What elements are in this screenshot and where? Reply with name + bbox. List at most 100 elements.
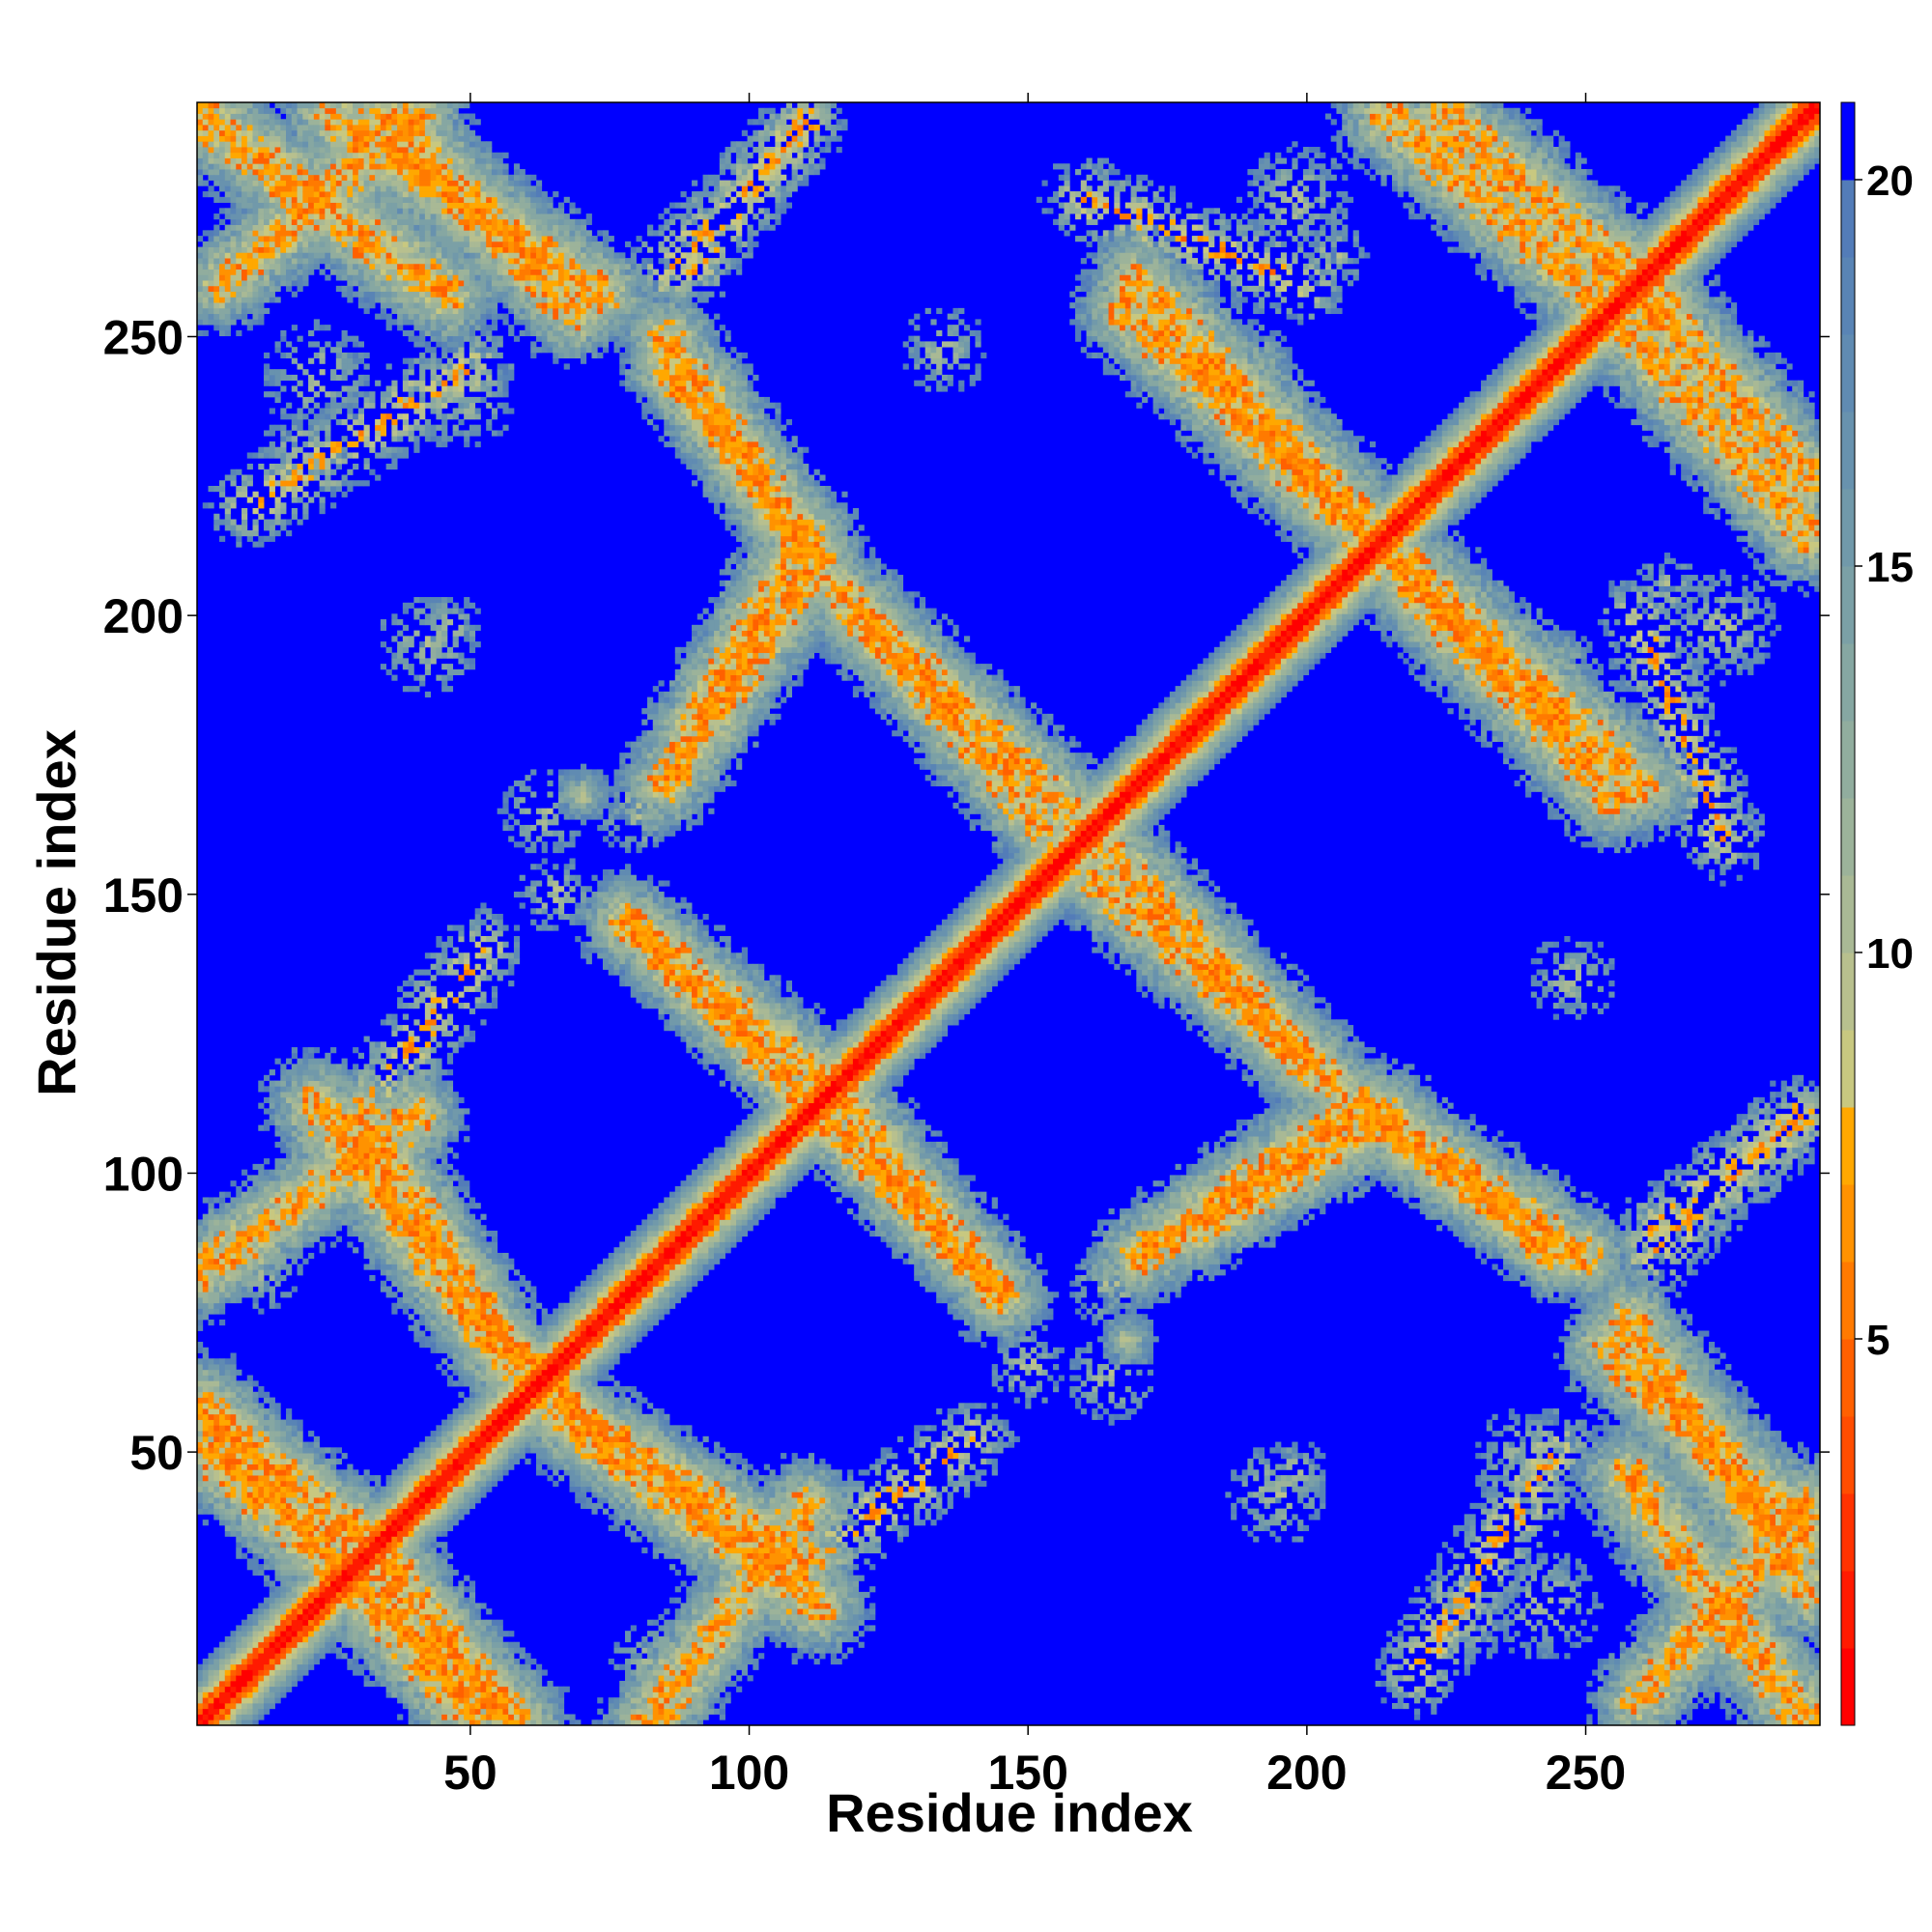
heatmap-cell [408, 1141, 414, 1149]
heatmap-cell [264, 1169, 270, 1176]
heatmap-cell [408, 1669, 414, 1676]
heatmap-cell [319, 1069, 326, 1076]
heatmap-cell [357, 302, 364, 309]
heatmap-cell [413, 1330, 420, 1337]
heatmap-cell [202, 119, 209, 126]
heatmap-cell [286, 402, 293, 409]
heatmap-cell [280, 147, 287, 154]
heatmap-cell [319, 1219, 326, 1226]
heatmap-cell [264, 380, 270, 386]
heatmap-cell [380, 1147, 387, 1153]
heatmap-cell [230, 291, 237, 298]
heatmap-cell [230, 102, 237, 109]
heatmap-cell [408, 1236, 414, 1242]
heatmap-cell [369, 1653, 376, 1660]
heatmap-cell [302, 1191, 309, 1198]
heatmap-cell [219, 1191, 226, 1198]
heatmap-cell [391, 208, 398, 214]
heatmap-cell [330, 246, 337, 253]
heatmap-cell [219, 1225, 226, 1232]
heatmap-cell [208, 1413, 214, 1420]
heatmap-cell [369, 1514, 376, 1520]
heatmap-cell [335, 1530, 342, 1537]
heatmap-cell [291, 1514, 298, 1520]
heatmap-cell [291, 1213, 298, 1220]
heatmap-cell [230, 502, 237, 509]
heatmap-cell [286, 1625, 293, 1632]
heatmap-cell [313, 1524, 320, 1532]
heatmap-cell [375, 1536, 382, 1543]
heatmap-cell [274, 480, 281, 487]
heatmap-cell [236, 1296, 242, 1304]
heatmap-cell [402, 297, 410, 303]
heatmap-cell [197, 1369, 204, 1376]
heatmap-cell [246, 1458, 253, 1464]
heatmap-cell [330, 1524, 337, 1532]
heatmap-cell [313, 469, 320, 475]
heatmap-cell [236, 285, 242, 293]
heatmap-cell [375, 436, 382, 442]
heatmap-cell [353, 196, 359, 203]
heatmap-cell [397, 107, 404, 114]
heatmap-cell [302, 458, 309, 465]
heatmap-cell [402, 125, 410, 131]
heatmap-cell [347, 1575, 354, 1581]
heatmap-cell [380, 1486, 387, 1492]
heatmap-cell [230, 1669, 237, 1676]
heatmap-cell [391, 1191, 398, 1198]
heatmap-cell [252, 1292, 259, 1298]
heatmap-cell [313, 185, 320, 192]
heatmap-cell [397, 280, 404, 287]
heatmap-cell [357, 1136, 364, 1143]
heatmap-cell [347, 1586, 354, 1593]
heatmap-cell [402, 452, 410, 459]
heatmap-cell [236, 102, 242, 109]
heatmap-cell [319, 1096, 326, 1104]
heatmap-cell [353, 1530, 359, 1537]
heatmap-cell [353, 1586, 359, 1593]
heatmap-cell [236, 1386, 242, 1393]
heatmap-cell [413, 1492, 420, 1498]
heatmap-cell [286, 436, 293, 442]
heatmap-cell [363, 297, 370, 303]
heatmap-cell [264, 1508, 270, 1515]
heatmap-cell [319, 1458, 326, 1464]
heatmap-cell [363, 1653, 370, 1660]
heatmap-cell [385, 174, 392, 181]
heatmap-cell [280, 1252, 287, 1260]
heatmap-cell [213, 1369, 220, 1376]
heatmap-cell [402, 119, 410, 126]
heatmap-cell [269, 1435, 275, 1442]
heatmap-cell [246, 291, 253, 298]
heatmap-cell [408, 1241, 414, 1248]
heatmap-cell [246, 1413, 253, 1420]
heatmap-cell [224, 1441, 231, 1448]
heatmap-cell [274, 1191, 281, 1198]
heatmap-cell [297, 1536, 303, 1543]
heatmap-cell [380, 1096, 387, 1104]
heatmap-cell [353, 1514, 359, 1520]
heatmap-cell [286, 1069, 293, 1076]
heatmap-cell [375, 1680, 382, 1688]
heatmap-cell [280, 141, 287, 148]
heatmap-cell [402, 636, 410, 642]
heatmap-cell [219, 1292, 226, 1298]
heatmap-cell [230, 1403, 237, 1409]
heatmap-cell [274, 185, 281, 192]
heatmap-cell [230, 252, 237, 259]
heatmap-cell [286, 213, 293, 220]
heatmap-cell [408, 1119, 414, 1126]
heatmap-cell [313, 1502, 320, 1510]
heatmap-cell [347, 1169, 354, 1176]
heatmap-cell [380, 1158, 387, 1165]
heatmap-cell [252, 185, 259, 192]
heatmap-cell [252, 1486, 259, 1492]
heatmap-cell [269, 1702, 275, 1710]
heatmap-cell [197, 1697, 204, 1704]
heatmap-cell [402, 258, 410, 265]
heatmap-cell [391, 274, 398, 281]
heatmap-cell [258, 1647, 265, 1654]
heatmap-cell [264, 1264, 270, 1270]
heatmap-cell [236, 1702, 242, 1710]
heatmap-cell [274, 224, 281, 231]
